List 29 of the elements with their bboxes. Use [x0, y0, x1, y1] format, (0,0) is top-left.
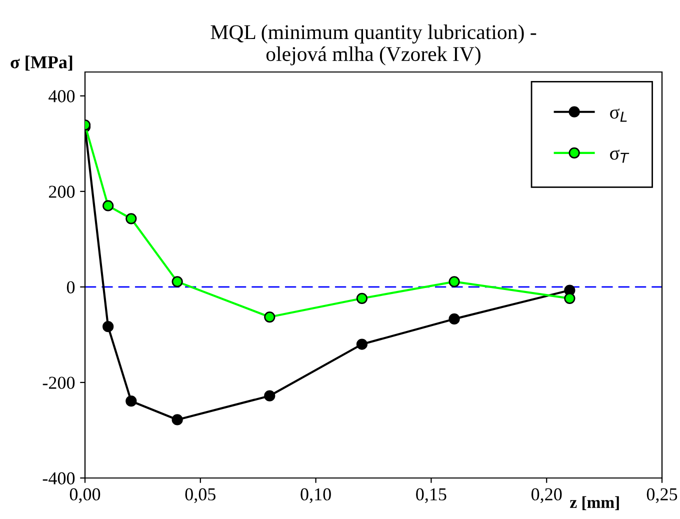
x-tick-label: 0,15	[416, 488, 446, 504]
legend-label: σ$_{L}$	[610, 108, 627, 122]
x-tick-label: 0,10	[300, 488, 331, 504]
point	[448, 313, 460, 324]
y-tick-label: -200	[42, 376, 75, 389]
y-axis-title: σ [MPa]	[10, 56, 72, 71]
y-tick-label: 200	[48, 186, 75, 198]
legend-label: σ$_{T}$	[610, 150, 630, 163]
x-tick-label: 0,05	[185, 488, 216, 504]
point	[102, 200, 114, 212]
x-axis-title: z [mm]	[570, 496, 619, 510]
y-tick-label: 400	[48, 90, 75, 102]
point	[126, 396, 137, 407]
point	[564, 292, 576, 304]
y-tick-label: -400	[42, 472, 75, 484]
chart-title: MQL (minimum quantity lubrication) - olejová mlha (Vzorek IV)	[210, 24, 536, 66]
x-tick-label: 0,20	[531, 488, 562, 504]
point	[264, 311, 276, 323]
point	[356, 338, 368, 350]
point	[102, 321, 114, 332]
point	[448, 276, 460, 288]
y-tick-label: 0	[66, 281, 75, 294]
x-tick-label: 0,25	[646, 488, 678, 504]
x-tick-label: 0,00	[70, 488, 100, 504]
point	[356, 292, 368, 304]
point	[172, 276, 183, 288]
point	[172, 414, 183, 426]
point	[264, 390, 276, 402]
point	[126, 213, 137, 224]
